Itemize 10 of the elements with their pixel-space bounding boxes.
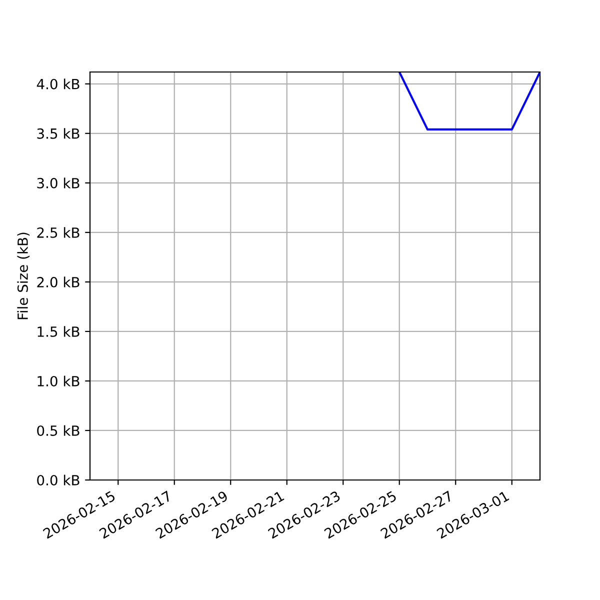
y-tick-label: 0.5 kB bbox=[37, 425, 80, 436]
y-tick-label: 2.5 kB bbox=[37, 227, 80, 238]
y-tick-label: 3.0 kB bbox=[37, 178, 80, 188]
y-tick-label: 4.0 kB bbox=[36, 78, 80, 90]
y-tick-label: 1.0 kB bbox=[38, 376, 80, 386]
y-tick-label: 3.5 kB bbox=[37, 128, 80, 139]
y-tick-label: 2.0 kB bbox=[37, 276, 80, 288]
y-tick-label: 1.5 kB bbox=[38, 326, 80, 337]
y-tick-label: 0.0 kB bbox=[37, 474, 80, 486]
y-axis-title: File Size (kB) bbox=[17, 232, 30, 320]
